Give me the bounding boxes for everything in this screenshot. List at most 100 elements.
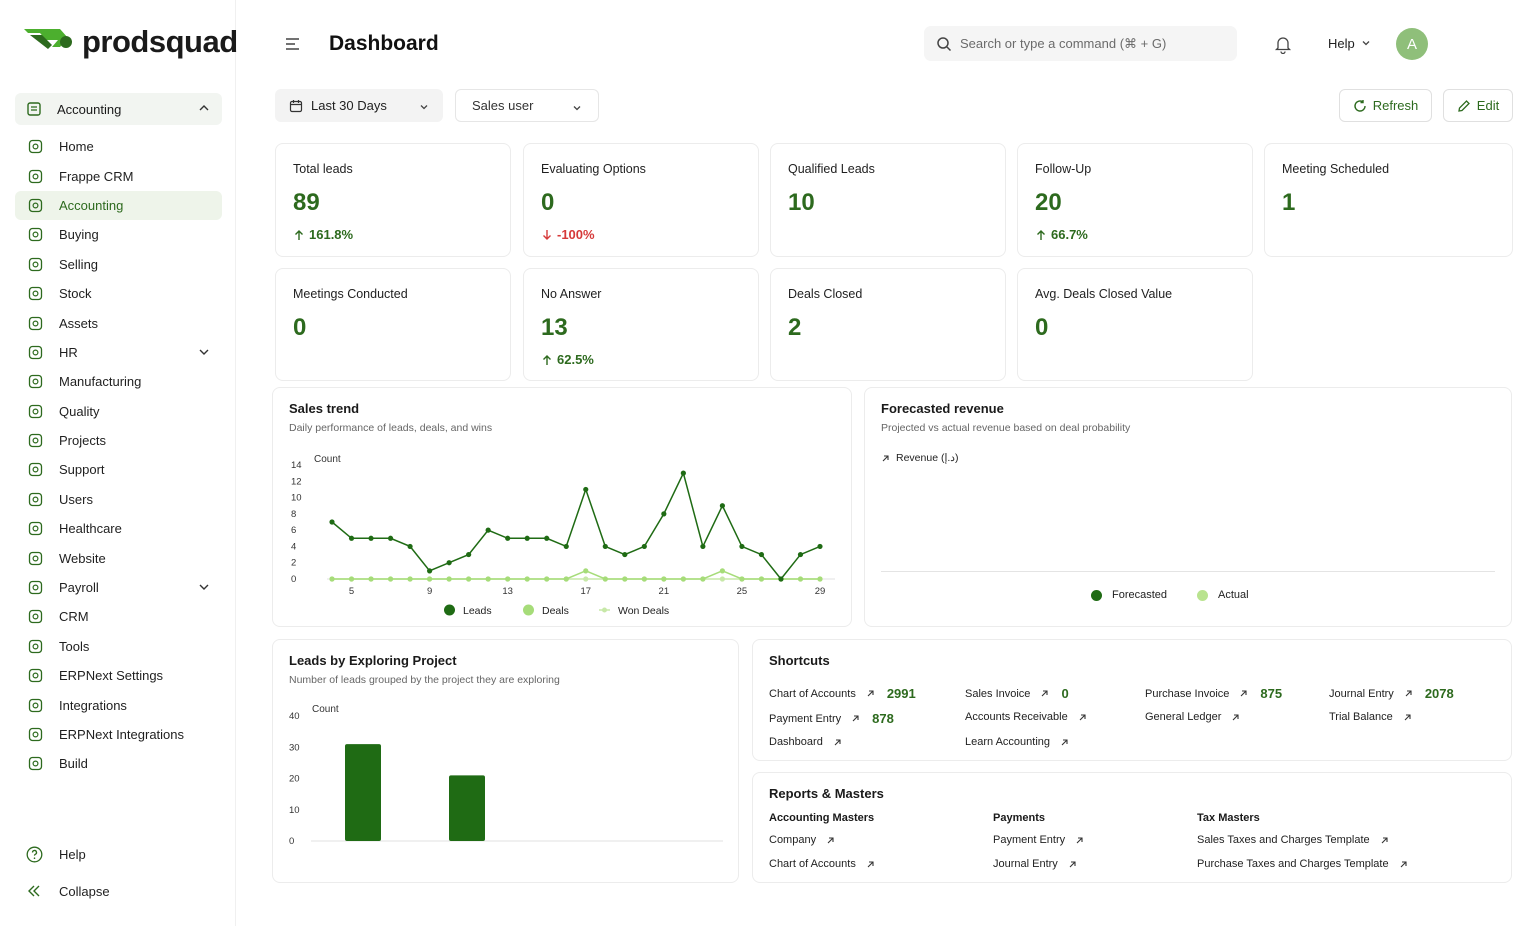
data-point [524, 535, 530, 541]
payroll-icon [27, 580, 43, 596]
sidebar-item-healthcare[interactable]: Healthcare [15, 514, 222, 543]
sidebar-collapse-label: Collapse [59, 883, 110, 899]
sidebar-item-tools[interactable]: Tools [15, 632, 222, 661]
data-point [700, 543, 706, 550]
search-input[interactable]: Search or type a command (⌘ + G) [924, 26, 1237, 61]
refresh-button[interactable]: Refresh [1339, 89, 1432, 122]
sidebar-item-integrations[interactable]: Integrations [15, 690, 222, 719]
data-point [797, 551, 804, 558]
data-point [680, 470, 686, 476]
kpi-delta-value: 66.7% [1051, 227, 1088, 242]
brand-logo[interactable]: prodsquad [22, 24, 238, 60]
sidebar-item-home[interactable]: Home [15, 132, 222, 161]
sidebar-item-payroll[interactable]: Payroll [15, 573, 222, 602]
y-tick-label: 12 [291, 476, 302, 487]
sidebar-help[interactable]: Help [15, 839, 222, 869]
kpi-card[interactable]: Total leads 89 161.8% [275, 143, 511, 257]
data-point [583, 486, 589, 493]
reports-link[interactable]: Purchase Taxes and Charges Template [1197, 858, 1408, 870]
forecast-axis [881, 571, 1495, 572]
kpi-card[interactable]: Meeting Scheduled 1 [1264, 143, 1513, 257]
sidebar-item-label: Buying [59, 227, 99, 243]
sidebar-item-frappe-crm[interactable]: Frappe CRM [15, 161, 222, 190]
sidebar-item-accounting[interactable]: Accounting [15, 190, 222, 221]
data-point [719, 568, 725, 574]
kpi-card[interactable]: Evaluating Options 0 -100% [523, 143, 759, 257]
sidebar-item-website[interactable]: Website [15, 543, 222, 572]
y-tick-label: 14 [291, 460, 302, 471]
sidebar-item-users[interactable]: Users [15, 485, 222, 514]
forecast-subtitle: Projected vs actual revenue based on dea… [881, 422, 1131, 434]
workspace-icon [27, 102, 41, 116]
y-tick-label: 6 [291, 525, 296, 536]
x-tick-label: 17 [580, 586, 591, 597]
y-tick-label: 0 [289, 836, 294, 847]
sidebar-item-stock[interactable]: Stock [15, 279, 222, 308]
data-point [427, 576, 433, 582]
avatar[interactable]: A [1396, 28, 1428, 60]
kpi-card[interactable]: Qualified Leads 10 [770, 143, 1006, 257]
kpi-card[interactable]: Meetings Conducted 0 [275, 268, 511, 381]
shortcut-item[interactable]: Payment Entry 878 [769, 711, 894, 726]
reports-link[interactable]: Journal Entry [993, 858, 1077, 870]
shortcut-item[interactable]: Trial Balance [1329, 711, 1412, 723]
data-point [524, 576, 530, 582]
sidebar-item-build[interactable]: Build [15, 749, 222, 778]
legend-label: Leads [463, 605, 492, 617]
chevron-down-icon [198, 581, 210, 596]
shortcut-item[interactable]: Journal Entry 2078 [1329, 686, 1454, 701]
reports-link[interactable]: Payment Entry [993, 834, 1084, 846]
sidebar-item-projects[interactable]: Projects [15, 426, 222, 455]
website-icon [27, 550, 43, 566]
data-point [758, 576, 765, 582]
search-icon [936, 36, 952, 52]
shortcut-item[interactable]: Sales Invoice 0 [965, 686, 1069, 701]
leads-project-chart: Count 0 10 20 30 40 [289, 704, 723, 847]
tools-icon [27, 638, 43, 654]
shortcut-item[interactable]: Purchase Invoice 875 [1145, 686, 1282, 701]
help-menu[interactable]: Help [1328, 36, 1371, 51]
sidebar-item-support[interactable]: Support [15, 455, 222, 484]
reports-link[interactable]: Chart of Accounts [769, 858, 875, 870]
reports-link[interactable]: Sales Taxes and Charges Template [1197, 834, 1389, 846]
kpi-card[interactable]: Follow-Up 20 66.7% [1017, 143, 1253, 257]
shortcut-item[interactable]: Learn Accounting [965, 736, 1069, 748]
kpi-card[interactable]: No Answer 13 62.5% [523, 268, 759, 381]
forecast-ylabel: Revenue (د.إ) [881, 452, 958, 464]
notification-bell-icon[interactable] [1274, 35, 1292, 59]
sidebar-item-buying[interactable]: Buying [15, 220, 222, 249]
sidebar-item-selling[interactable]: Selling [15, 250, 222, 279]
menu-toggle-icon[interactable] [284, 36, 302, 52]
sidebar-item-hr[interactable]: HR [15, 338, 222, 367]
arrow-up-right-icon [833, 738, 842, 747]
kpi-value: 13 [541, 314, 568, 341]
sidebar-item-manufacturing[interactable]: Manufacturing [15, 367, 222, 396]
data-point [466, 551, 472, 558]
kpi-value: 1 [1282, 189, 1296, 216]
shortcut-item[interactable]: Accounts Receivable [965, 711, 1087, 723]
sidebar-item-erpnext-integrations[interactable]: ERPNext Integrations [15, 720, 222, 749]
kpi-card[interactable]: Avg. Deals Closed Value 0 [1017, 268, 1253, 381]
sidebar-item-assets[interactable]: Assets [15, 308, 222, 337]
kpi-delta: 62.5% [541, 352, 594, 367]
sidebar-item-quality[interactable]: Quality [15, 397, 222, 426]
shortcut-item[interactable]: General Ledger [1145, 711, 1240, 723]
y-tick-label: 10 [289, 805, 300, 816]
sales-trend-title: Sales trend [289, 401, 360, 416]
date-range-select[interactable]: Last 30 Days [275, 89, 443, 122]
reports-link[interactable]: Company [769, 834, 835, 846]
workspace-switcher[interactable]: Accounting [15, 93, 222, 125]
data-point [368, 576, 374, 582]
sidebar-item-crm[interactable]: CRM [15, 602, 222, 631]
edit-button[interactable]: Edit [1443, 89, 1513, 122]
user-filter-select[interactable]: Sales user [455, 89, 599, 122]
shortcut-item[interactable]: Chart of Accounts 2991 [769, 686, 916, 701]
data-point [563, 576, 569, 582]
hr-icon [27, 344, 43, 360]
kpi-card[interactable]: Deals Closed 2 [770, 268, 1006, 381]
sidebar-item-erpnext-settings[interactable]: ERPNext Settings [15, 661, 222, 690]
sidebar-item-label: ERPNext Settings [59, 668, 164, 684]
shortcut-item[interactable]: Dashboard [769, 736, 842, 748]
data-point [563, 543, 569, 550]
sidebar-collapse[interactable]: Collapse [15, 876, 222, 906]
